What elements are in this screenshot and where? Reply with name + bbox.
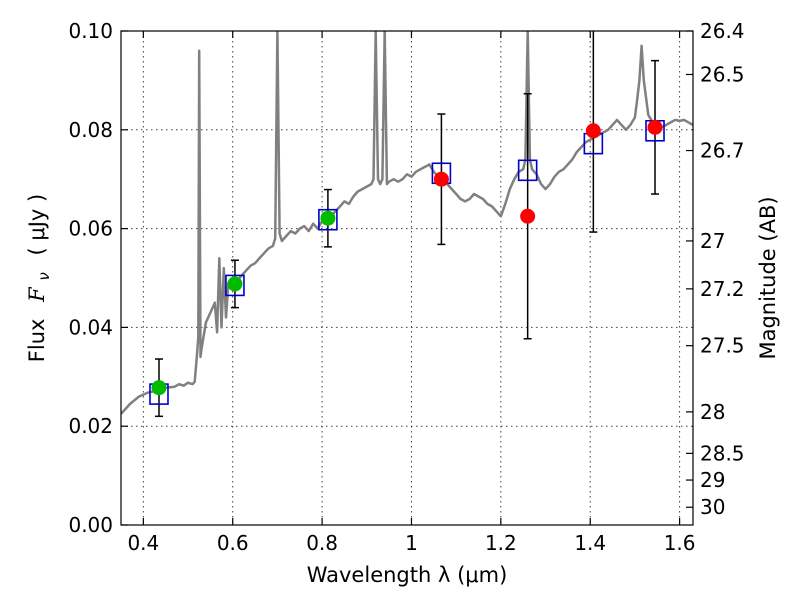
grid	[121, 30, 693, 526]
x-tick-label: 0.8	[306, 531, 338, 555]
magnitude-tick-label: 30	[700, 495, 725, 519]
y-tick-label: 0.06	[68, 217, 113, 241]
magnitude-tick-label: 27.5	[700, 334, 745, 358]
observed-nir-point	[433, 171, 449, 187]
magnitude-tick-label: 27	[700, 229, 725, 253]
magnitude-tick-label: 26.5	[700, 62, 745, 86]
model-square-marker	[225, 274, 245, 297]
magnitude-tick-label: 28.5	[700, 441, 745, 465]
error-bar-layer	[154, 31, 660, 418]
observed-detections-point	[151, 380, 167, 396]
x-tick-label: 1.2	[485, 531, 517, 555]
model-square-marker	[517, 159, 538, 182]
right-axis-title: Magnitude (AB)	[756, 196, 780, 359]
magnitude-tick-label: 29	[700, 468, 725, 492]
y-tick-label: 0.04	[68, 315, 113, 339]
y-tick-label: 0.08	[68, 118, 113, 142]
x-tick-label: 0.6	[217, 531, 249, 555]
x-tick-label: 1	[405, 531, 418, 555]
plot-frame	[120, 30, 694, 526]
y-axis-title: Flux F ν ( μJy )	[25, 194, 54, 362]
spectrum-layer	[121, 31, 693, 415]
axis-ticks: 0.4 0.6 0.8 1 1.2 1.4 1.6 0.00 0.02 0.04 0.06 0.08 0…	[68, 19, 744, 555]
magnitude-tick-label: 26.4	[700, 19, 745, 43]
model-square-marker	[318, 208, 338, 231]
x-axis-title: Wavelength λ (μm)	[307, 563, 508, 587]
observed-nir-point	[647, 119, 663, 135]
x-tick-label: 0.4	[127, 531, 159, 555]
observed-points-layer	[151, 119, 663, 396]
spectrum-line	[121, 31, 693, 415]
observed-detections-point	[320, 210, 336, 226]
observed-nir-point	[520, 208, 536, 224]
y-tick-label: 0.00	[68, 513, 113, 537]
magnitude-tick-label: 27.2	[700, 277, 745, 301]
observed-nir-point	[585, 123, 601, 139]
magnitude-tick-label: 26.7	[700, 139, 745, 163]
observed-detections-point	[227, 276, 243, 292]
magnitude-tick-label: 28	[700, 400, 725, 424]
y-tick-label: 0.02	[68, 414, 113, 438]
x-tick-label: 1.6	[664, 531, 696, 555]
y-tick-label: 0.10	[68, 19, 113, 43]
x-tick-label: 1.4	[574, 531, 606, 555]
model-photometry-layer	[149, 119, 665, 405]
